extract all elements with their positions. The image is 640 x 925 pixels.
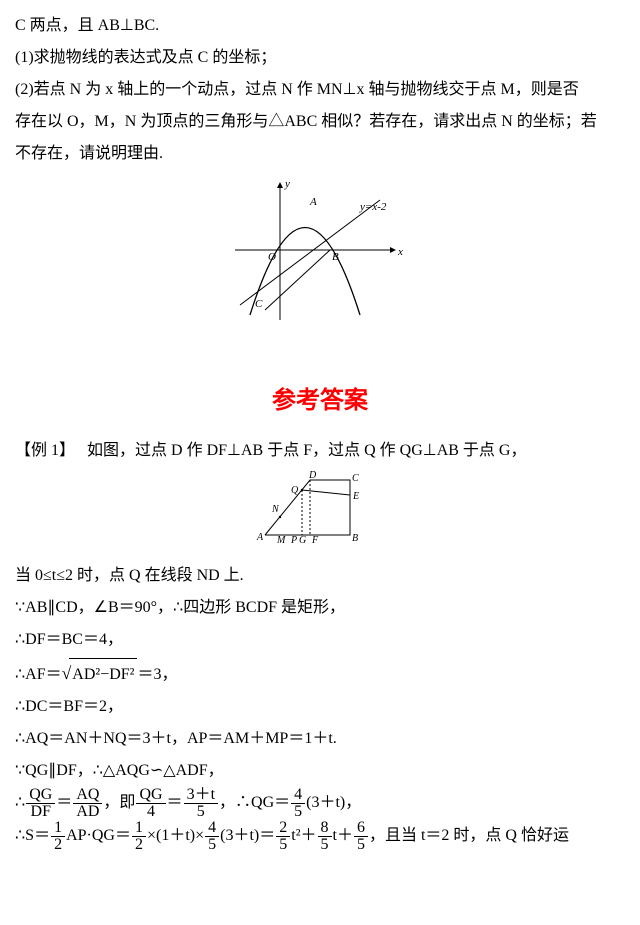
s9-f2n: 1 — [132, 820, 146, 836]
s8-f5d: 5 — [291, 803, 305, 820]
fig2-B: B — [352, 533, 358, 544]
example-text: 如图，过点 D 作 DF⊥AB 于点 F，过点 Q 作 QG⊥AB 于点 G， — [87, 442, 526, 459]
line-label: y=x-2 — [359, 201, 387, 213]
fig2-M: M — [276, 535, 286, 545]
point-B-label: B — [332, 251, 339, 263]
problem-line-1: (1)求抛物线的表达式及点 C 的坐标； — [15, 42, 625, 74]
figure-1: y x O A B C y=x-2 — [15, 175, 625, 337]
fig2-Q: Q — [291, 485, 299, 496]
s8-f2n: AQ — [73, 787, 102, 803]
fig2-F: F — [311, 535, 319, 545]
s8-f1n: QG — [26, 787, 55, 803]
s9-post: ，且当 t＝2 时，点 Q 恰好运 — [369, 827, 569, 844]
fig2-A: A — [256, 532, 264, 543]
sol-4-pre: ∴AF＝ — [15, 666, 62, 683]
sol-2: ∵AB∥CD，∠B＝90°，∴四边形 BCDF 是矩形， — [15, 592, 625, 624]
sol-4-rad: AD²−DF² — [69, 658, 137, 691]
s9-m5: t＋ — [333, 827, 353, 844]
s8-mid2: ，∴QG＝ — [219, 794, 290, 811]
s9-f2d: 2 — [132, 836, 146, 853]
problem-line-2: (2)若点 N 为 x 轴上的一个动点，过点 N 作 MN⊥x 轴与抛物线交于点… — [15, 74, 625, 106]
fig2-C: C — [352, 473, 359, 484]
problem-line-3: 存在以 O，M，N 为顶点的三角形与△ABC 相似？若存在，请求出点 N 的坐标… — [15, 106, 625, 138]
s9-f1n: 1 — [51, 820, 65, 836]
figure-2: A B C D E F G M P N Q — [15, 470, 625, 557]
sol-7: ∵QG∥DF，∴△AQG∽△ADF， — [15, 755, 625, 787]
axis-y-label: y — [284, 178, 290, 190]
s8-f2d: AD — [73, 803, 102, 820]
s9-m4: t²＋ — [291, 827, 316, 844]
answer-heading: 参考答案 — [15, 377, 625, 425]
s9-m2: ×(1＋t)× — [147, 827, 204, 844]
s8-f4d: 5 — [184, 803, 218, 820]
example-label: 【例 1】 — [15, 442, 75, 459]
fig2-G: G — [299, 535, 306, 545]
fig2-E: E — [352, 491, 359, 502]
example-1-intro: 【例 1】 如图，过点 D 作 DF⊥AB 于点 F，过点 Q 作 QG⊥AB … — [15, 435, 625, 467]
s8-eq1: ＝ — [56, 794, 72, 811]
sol-1: 当 0≤t≤2 时，点 Q 在线段 ND 上. — [15, 560, 625, 592]
sol-3: ∴DF＝BC＝4， — [15, 624, 625, 656]
problem-line-4: 不存在，请说明理由. — [15, 138, 625, 170]
s9-f1d: 2 — [51, 836, 65, 853]
s9-f6n: 6 — [354, 820, 368, 836]
point-A-label: A — [309, 196, 317, 208]
point-C-label: C — [255, 298, 263, 310]
s8-mid: ，即 — [103, 794, 135, 811]
s9-f6d: 5 — [354, 836, 368, 853]
axis-x-label: x — [397, 246, 403, 258]
s8-f5n: 4 — [291, 787, 305, 803]
s8-f3n: QG — [136, 787, 165, 803]
s9-f3d: 5 — [205, 836, 219, 853]
sol-6: ∴AQ＝AN＋NQ＝3＋t，AP＝AM＋MP＝1＋t. — [15, 723, 625, 755]
s8-pre: ∴ — [15, 794, 25, 811]
fig2-P: P — [290, 535, 297, 545]
s8-f4n: 3＋t — [184, 787, 218, 803]
s9-f4n: 2 — [276, 820, 290, 836]
s8-f1d: DF — [26, 803, 55, 820]
s9-f5d: 5 — [318, 836, 332, 853]
sol-5: ∴DC＝BF＝2， — [15, 691, 625, 723]
s9-f5n: 8 — [318, 820, 332, 836]
sol-8: ∴QGDF＝AQAD，即QG4＝3＋t5，∴QG＝45(3＋t)， — [15, 787, 625, 820]
s9-f4d: 5 — [276, 836, 290, 853]
s9-pre: ∴S＝ — [15, 827, 50, 844]
sol-9: ∴S＝12AP·QG＝12×(1＋t)×45(3＋t)＝25t²＋85t＋65，… — [15, 820, 625, 853]
fig2-N: N — [271, 504, 280, 515]
sol-4-post: ＝3， — [137, 666, 177, 683]
s8-eq2: ＝ — [167, 794, 183, 811]
s9-m1: AP·QG＝ — [66, 827, 131, 844]
problem-line-0: C 两点，且 AB⊥BC. — [15, 10, 625, 42]
s9-m3: (3＋t)＝ — [220, 827, 275, 844]
origin-label: O — [268, 251, 276, 263]
fig2-D: D — [308, 470, 317, 481]
sol-4: ∴AF＝√AD²−DF²＝3， — [15, 656, 625, 691]
s8-f3d: 4 — [136, 803, 165, 820]
s8-post: (3＋t)， — [306, 794, 361, 811]
s9-f3n: 4 — [205, 820, 219, 836]
